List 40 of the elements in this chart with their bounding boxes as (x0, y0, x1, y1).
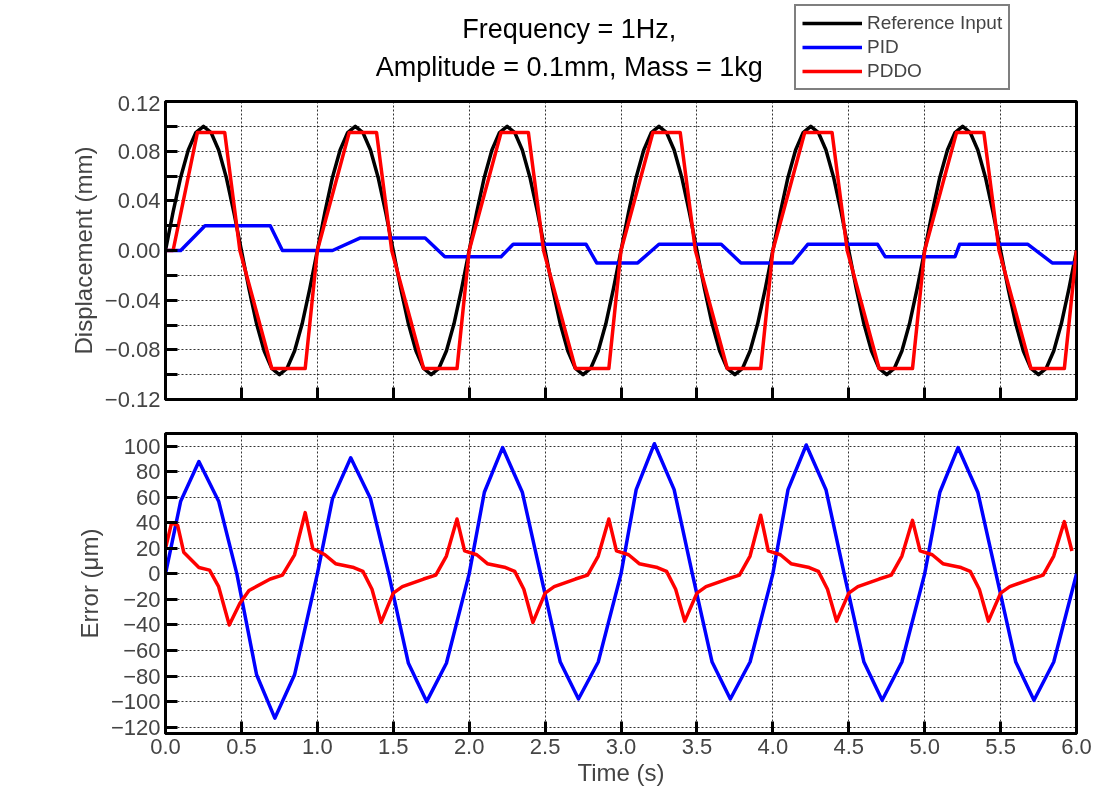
line-series (165, 441, 1077, 720)
y-tick-label: −120 (110, 714, 161, 740)
legend-label: PDDO (867, 60, 922, 82)
y-tick-label: −40 (123, 612, 161, 638)
y-tick-label: 0 (148, 561, 161, 587)
y-tick-label: −0.12 (104, 387, 161, 412)
y-tick-label: −60 (123, 638, 161, 664)
x-tick-label: 6.0 (1061, 733, 1092, 759)
y-tick-label: 0.12 (117, 90, 161, 116)
legend-label: PID (867, 36, 899, 58)
y-tick-label: 0.04 (117, 188, 161, 214)
x-tick-label: 5.5 (985, 733, 1016, 759)
y-tick-label: −100 (110, 689, 161, 715)
x-tick-label: 2.0 (453, 733, 485, 759)
legend-label: Reference Input (867, 12, 1003, 34)
y-tick-label: 80 (136, 459, 161, 485)
line-series (165, 510, 1074, 627)
y-axis-title: Displacement (mm) (69, 146, 97, 355)
x-tick-label: 4.5 (833, 733, 865, 759)
x-tick-label: 0.5 (226, 733, 257, 759)
y-tick-label: 40 (136, 510, 161, 536)
y-tick-label: 20 (136, 535, 161, 561)
y-tick-label: 60 (136, 484, 161, 510)
y-tick-label: −0.08 (104, 337, 161, 363)
x-tick-label: 3.0 (605, 733, 637, 759)
y-tick-label: −20 (123, 586, 161, 612)
x-tick-label: 4.0 (757, 733, 789, 759)
chart-title: Frequency = 1Hz, Amplitude = 0.1mm, Mass = 1kg (375, 14, 763, 82)
y-tick-label: −0.04 (104, 287, 161, 313)
x-tick-label: 3.5 (681, 733, 713, 759)
x-tick-label: 5.0 (909, 733, 940, 759)
y-tick-label: −80 (123, 663, 161, 689)
x-tick-label: 1.5 (377, 733, 409, 759)
x-axis-title: Time (s) (577, 758, 665, 786)
y-axis-title: Error (μm) (75, 528, 103, 639)
y-tick-label: 100 (123, 433, 161, 459)
x-tick-label: 2.5 (529, 733, 561, 759)
x-tick-label: 1.0 (302, 733, 333, 759)
y-tick-label: 0.08 (117, 138, 161, 164)
y-tick-label: 0.00 (117, 238, 161, 263)
